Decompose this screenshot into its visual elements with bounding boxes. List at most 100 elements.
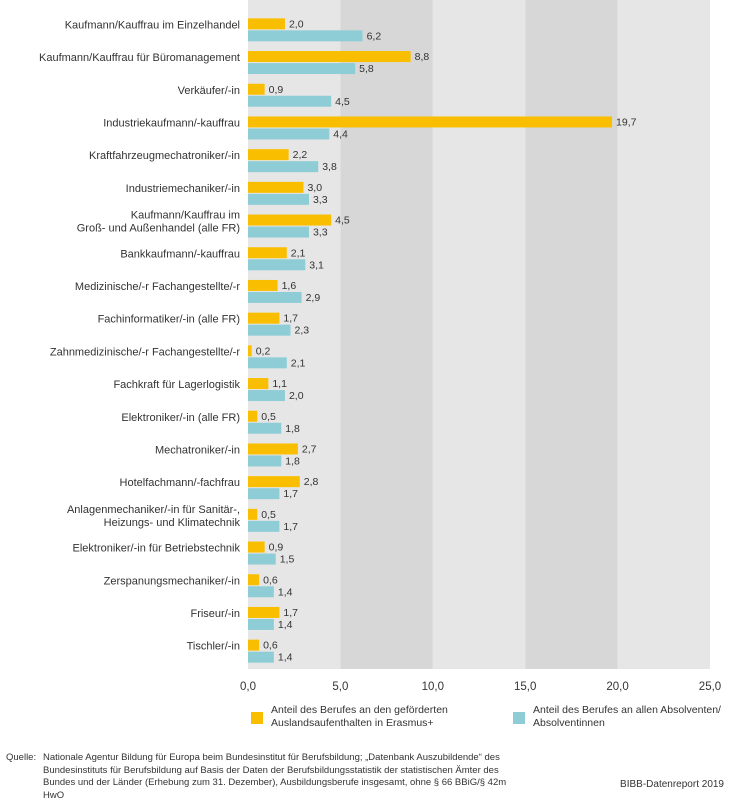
bar-erasmus (248, 312, 280, 324)
category-label: Bankkaufmann/-kauffrau (120, 248, 240, 260)
data-label-erasmus: 0,2 (256, 345, 271, 357)
bar-absolventen (248, 390, 285, 402)
x-tick-label: 10,0 (422, 681, 444, 693)
category-label: Industriemechaniker/-in (126, 183, 240, 195)
data-label-erasmus: 19,7 (616, 116, 637, 128)
category-label: Kaufmann/Kauffrau im Einzelhandel (65, 19, 240, 31)
source-note: Quelle: Nationale Agentur Bildung für Eu… (6, 752, 526, 802)
data-label-erasmus: 2,2 (293, 149, 308, 161)
legend-label-absolventen-line2: Absolventinnen (533, 717, 605, 729)
category-label: Zerspanungsmechaniker/-in (104, 575, 240, 587)
data-label-erasmus: 1,6 (282, 280, 297, 292)
category-label: Tischler/-in (187, 641, 240, 653)
data-label-erasmus: 0,9 (269, 542, 284, 554)
category-label: Hotelfachmann/-fachfrau (120, 477, 240, 489)
category-label: Verkäufer/-in (178, 85, 240, 97)
data-label-absolventen: 3,3 (313, 194, 328, 206)
plot-band-3 (525, 0, 618, 669)
x-tick-label: 5,0 (332, 681, 348, 693)
bar-absolventen (248, 226, 309, 238)
bar-chart: 0,0 5,0 10,0 15,0 20,0 25,0 Kaufmann/Kauffrau … (39, 0, 721, 693)
data-label-absolventen: 1,4 (278, 586, 293, 598)
data-label-erasmus: 1,1 (272, 378, 287, 390)
data-label-erasmus: 0,9 (269, 84, 284, 96)
data-label-absolventen: 1,5 (280, 554, 295, 566)
bar-erasmus (248, 443, 298, 455)
data-label-absolventen: 2,9 (306, 292, 321, 304)
plot-band-2 (432, 0, 526, 669)
legend-item-erasmus: Anteil des Berufes an den geförderten Au… (251, 704, 448, 730)
legend-label-absolventen: Anteil des Berufes an allen Absolventen/… (533, 704, 721, 730)
category-label: Kaufmann/Kauffrau im (131, 210, 240, 222)
bar-erasmus (248, 378, 269, 390)
data-label-erasmus: 2,1 (291, 247, 306, 259)
bar-erasmus (248, 508, 258, 520)
source-label: Quelle: (6, 752, 37, 763)
bar-erasmus (248, 345, 252, 357)
data-label-erasmus: 4,5 (335, 215, 350, 227)
bar-erasmus (248, 51, 411, 63)
category-label: Elektroniker/-in (alle FR) (121, 412, 240, 424)
bar-erasmus (248, 83, 265, 95)
bar-absolventen (248, 63, 356, 75)
legend-item-absolventen: Anteil des Berufes an allen Absolventen/… (513, 704, 721, 730)
data-label-erasmus: 3,0 (307, 182, 322, 194)
legend-label-absolventen-line1: Anteil des Berufes an allen Absolventen/ (533, 704, 721, 716)
bar-absolventen (248, 488, 280, 500)
bar-erasmus (248, 116, 613, 128)
bar-absolventen (248, 422, 282, 434)
data-label-erasmus: 1,7 (283, 313, 298, 325)
x-tick-label: 15,0 (514, 681, 536, 693)
data-label-absolventen: 1,4 (278, 619, 293, 631)
category-label: Fachkraft für Lagerlogistik (113, 379, 240, 391)
category-label: Anlagenmechaniker/-in für Sanitär-, (67, 504, 240, 516)
bar-absolventen (248, 161, 319, 173)
category-label: Kraftfahrzeugmechatroniker/-in (89, 150, 240, 162)
category-label: Friseur/-in (190, 608, 240, 620)
x-tick-label: 20,0 (606, 681, 628, 693)
legend-label-erasmus: Anteil des Berufes an den geförderten Au… (271, 704, 448, 730)
category-label: Kaufmann/Kauffrau für Büromanagement (39, 52, 240, 64)
bar-absolventen (248, 618, 274, 630)
bar-absolventen (248, 95, 332, 107)
bar-absolventen (248, 259, 306, 271)
data-label-absolventen: 1,7 (283, 521, 298, 533)
data-label-erasmus: 2,8 (304, 476, 319, 488)
bar-erasmus (248, 639, 260, 651)
data-label-erasmus: 2,7 (302, 443, 317, 455)
data-label-absolventen: 2,1 (291, 357, 306, 369)
bar-erasmus (248, 606, 280, 618)
data-label-erasmus: 8,8 (415, 51, 430, 63)
bar-absolventen (248, 128, 330, 140)
x-tick-label: 0,0 (240, 681, 256, 693)
legend-label-erasmus-line2: Auslandsaufenthalten in Erasmus+ (271, 717, 434, 729)
credit: BIBB-Datenreport 2019 (620, 779, 724, 790)
data-label-absolventen: 2,3 (295, 325, 310, 337)
data-label-erasmus: 1,7 (283, 607, 298, 619)
bar-erasmus (248, 476, 300, 488)
bar-erasmus (248, 574, 260, 586)
data-label-absolventen: 6,2 (367, 30, 382, 42)
category-label: Elektroniker/-in für Betriebstechnik (72, 543, 240, 555)
bar-absolventen (248, 651, 274, 663)
data-label-absolventen: 3,3 (313, 227, 328, 239)
category-label: Heizungs- und Klimatechnik (104, 517, 241, 529)
x-tick-label: 25,0 (699, 681, 721, 693)
bar-absolventen (248, 553, 276, 565)
data-label-erasmus: 0,6 (263, 574, 278, 586)
bar-absolventen (248, 455, 282, 467)
data-label-absolventen: 2,0 (289, 390, 304, 402)
bar-erasmus (248, 214, 332, 226)
data-label-absolventen: 1,7 (283, 488, 298, 500)
data-label-absolventen: 1,8 (285, 423, 300, 435)
bar-erasmus (248, 18, 285, 30)
data-label-erasmus: 0,5 (261, 509, 276, 521)
data-label-erasmus: 0,6 (263, 640, 278, 652)
data-label-absolventen: 1,8 (285, 455, 300, 467)
bar-absolventen (248, 193, 309, 205)
data-label-erasmus: 2,0 (289, 18, 304, 30)
data-label-absolventen: 4,4 (333, 128, 348, 140)
bar-absolventen (248, 30, 363, 42)
source-text: Nationale Agentur Bildung für Europa bei… (43, 752, 507, 801)
bar-erasmus (248, 279, 278, 291)
